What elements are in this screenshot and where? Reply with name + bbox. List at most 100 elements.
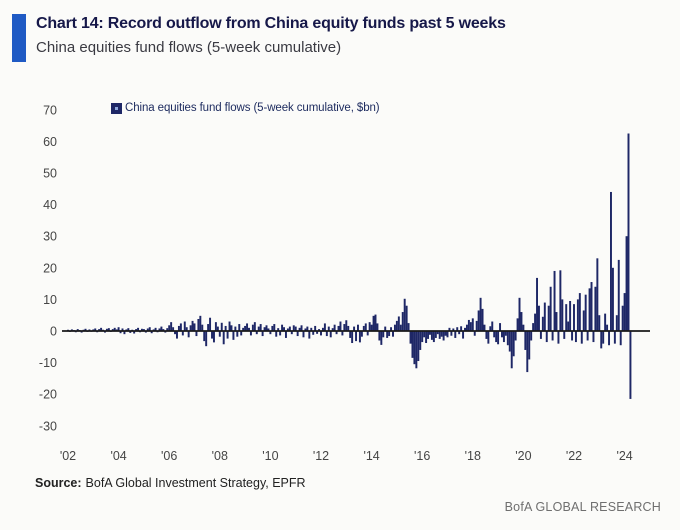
bar [446, 331, 449, 338]
bar [259, 324, 262, 331]
bar [283, 327, 285, 331]
x-axis-labels: '02 '04 '06 '08 '10 '12 '14 '16 '18 '20 '22 '24 [60, 449, 633, 463]
x-tick-label: '18 [465, 449, 481, 463]
bar [228, 321, 231, 331]
bar [574, 331, 577, 343]
bar [222, 331, 225, 345]
bar [107, 328, 110, 331]
bar [372, 315, 375, 331]
bar [539, 331, 542, 339]
bar [312, 331, 315, 335]
bar [212, 331, 215, 343]
bar [267, 328, 270, 331]
bar [541, 316, 544, 331]
bar [279, 331, 282, 336]
bar [567, 321, 570, 331]
bar [331, 328, 334, 331]
bar [522, 324, 525, 331]
bar [366, 331, 369, 336]
bar [427, 331, 430, 339]
bar [512, 331, 515, 357]
bar [166, 328, 169, 331]
bar [160, 326, 163, 331]
bar [246, 323, 249, 331]
bar [333, 324, 336, 331]
bar [551, 331, 554, 341]
bar [244, 325, 247, 331]
bar [456, 327, 459, 331]
y-axis-labels: 70 60 50 40 30 20 10 0 -10 -20 -30 [39, 103, 57, 433]
bar [487, 331, 490, 344]
bar [318, 329, 321, 331]
x-tick-label: '06 [161, 449, 177, 463]
bar [413, 331, 416, 365]
bar [347, 325, 350, 331]
bar [401, 312, 404, 331]
bar [384, 326, 387, 331]
bar [277, 328, 280, 331]
bar [454, 331, 457, 338]
bar [432, 331, 435, 343]
bar [357, 324, 359, 331]
bar [514, 331, 517, 341]
bar [471, 318, 474, 331]
bar [158, 328, 161, 331]
bar [536, 277, 538, 331]
bar [417, 331, 420, 362]
x-tick-label: '04 [110, 449, 126, 463]
bar [302, 331, 305, 338]
bar [177, 325, 180, 331]
bar [281, 324, 284, 331]
bar [298, 327, 301, 331]
bar [353, 326, 356, 331]
x-tick-label: '10 [262, 449, 278, 463]
y-tick-label: 50 [43, 167, 57, 181]
bar [592, 331, 595, 343]
bar [397, 316, 400, 331]
title-accent-bar [12, 14, 26, 62]
bar [113, 327, 116, 331]
bar [154, 327, 157, 331]
bar [203, 331, 206, 342]
bar [561, 299, 564, 331]
bar [430, 331, 433, 340]
bar [137, 327, 140, 331]
bar [473, 331, 476, 336]
bar [501, 331, 503, 338]
bar [465, 324, 468, 331]
bar [553, 270, 556, 331]
bar [364, 323, 367, 331]
bar [323, 323, 326, 331]
bar [314, 325, 317, 331]
bar [100, 327, 103, 331]
bar [201, 324, 204, 331]
bar [121, 328, 124, 331]
y-tick-label: 20 [43, 261, 57, 275]
bar [528, 331, 531, 360]
bar [477, 310, 480, 331]
bar [150, 331, 153, 334]
bar [534, 313, 537, 331]
bar [310, 327, 313, 331]
bar [362, 325, 365, 331]
bar [436, 331, 439, 335]
bar [249, 331, 252, 336]
bar [140, 328, 143, 331]
bar [251, 324, 254, 331]
bar [162, 329, 165, 331]
x-tick-label: '16 [414, 449, 430, 463]
bar [571, 331, 574, 341]
bar [284, 331, 287, 338]
bar [218, 331, 221, 337]
bar [320, 331, 322, 336]
x-tick-label: '24 [616, 449, 632, 463]
bar [226, 331, 229, 339]
bar [119, 331, 122, 334]
bar [179, 323, 182, 331]
x-tick-label: '14 [363, 449, 379, 463]
bar [261, 331, 264, 337]
x-tick-label: '22 [566, 449, 582, 463]
bar [183, 321, 186, 331]
legend: China equities fund flows (5-week cumula… [111, 102, 380, 114]
bar [549, 286, 552, 331]
